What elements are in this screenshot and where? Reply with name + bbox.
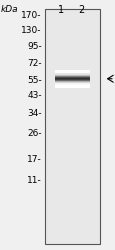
Text: 11-: 11- bbox=[27, 176, 41, 185]
Text: 34-: 34- bbox=[27, 109, 41, 118]
Text: 170-: 170- bbox=[21, 11, 41, 20]
Bar bbox=[55, 75, 89, 76]
Bar bbox=[55, 82, 89, 83]
Text: 2: 2 bbox=[77, 5, 84, 15]
Bar bbox=[55, 77, 89, 78]
Text: 72-: 72- bbox=[27, 58, 41, 68]
Bar bbox=[55, 74, 89, 75]
Bar bbox=[44, 9, 99, 244]
Bar bbox=[55, 71, 89, 72]
Text: 95-: 95- bbox=[27, 42, 41, 51]
Bar bbox=[55, 87, 89, 88]
Bar bbox=[55, 79, 89, 80]
Bar bbox=[55, 85, 89, 86]
Bar bbox=[55, 70, 89, 71]
Text: 26-: 26- bbox=[27, 129, 41, 138]
Bar bbox=[55, 83, 89, 84]
Bar bbox=[55, 81, 89, 82]
Text: 130-: 130- bbox=[21, 26, 41, 35]
Bar bbox=[55, 73, 89, 74]
Bar bbox=[55, 84, 89, 85]
Text: 1: 1 bbox=[57, 5, 63, 15]
Bar bbox=[55, 72, 89, 73]
Text: kDa: kDa bbox=[1, 5, 19, 14]
Bar bbox=[55, 76, 89, 77]
Bar bbox=[55, 86, 89, 87]
Bar bbox=[55, 80, 89, 81]
Text: 55-: 55- bbox=[27, 76, 41, 85]
Bar bbox=[55, 78, 89, 79]
Text: 17-: 17- bbox=[27, 156, 41, 164]
Text: 43-: 43- bbox=[27, 91, 41, 100]
